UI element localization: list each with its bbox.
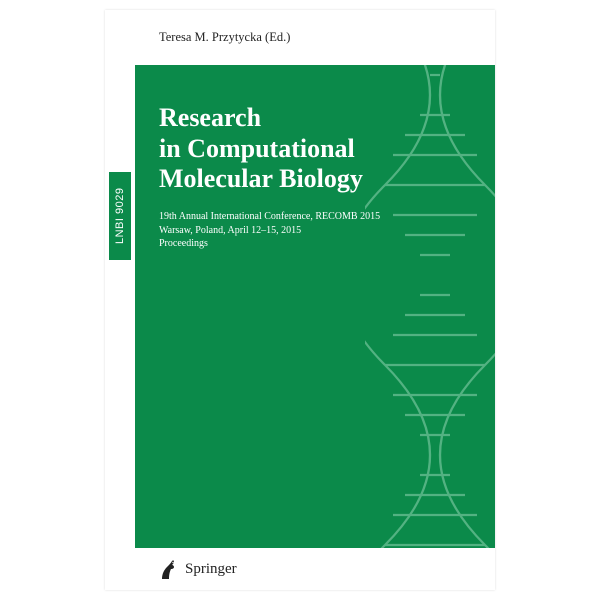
title-line-2: in Computational <box>159 134 435 165</box>
editor-name: Teresa M. Przytycka (Ed.) <box>159 30 290 45</box>
springer-horse-icon <box>159 558 179 580</box>
book-cover: LNBI 9029 Teresa M. Przytycka (Ed.) <box>105 10 495 590</box>
publisher: Springer <box>159 558 237 580</box>
title-line-3: Molecular Biology <box>159 164 435 195</box>
title-panel: Research in Computational Molecular Biol… <box>135 65 495 548</box>
title-line-1: Research <box>159 103 435 134</box>
subtitle-line-3: Proceedings <box>159 237 405 251</box>
spine: LNBI 9029 <box>105 10 135 590</box>
book-title: Research in Computational Molecular Biol… <box>159 103 435 195</box>
subtitle-line-1: 19th Annual International Conference, RE… <box>159 210 405 224</box>
publisher-name: Springer <box>185 561 237 578</box>
subtitle-line-2: Warsaw, Poland, April 12–15, 2015 <box>159 224 405 238</box>
spine-series-label: LNBI 9029 <box>109 172 131 260</box>
book-subtitle: 19th Annual International Conference, RE… <box>159 210 405 251</box>
